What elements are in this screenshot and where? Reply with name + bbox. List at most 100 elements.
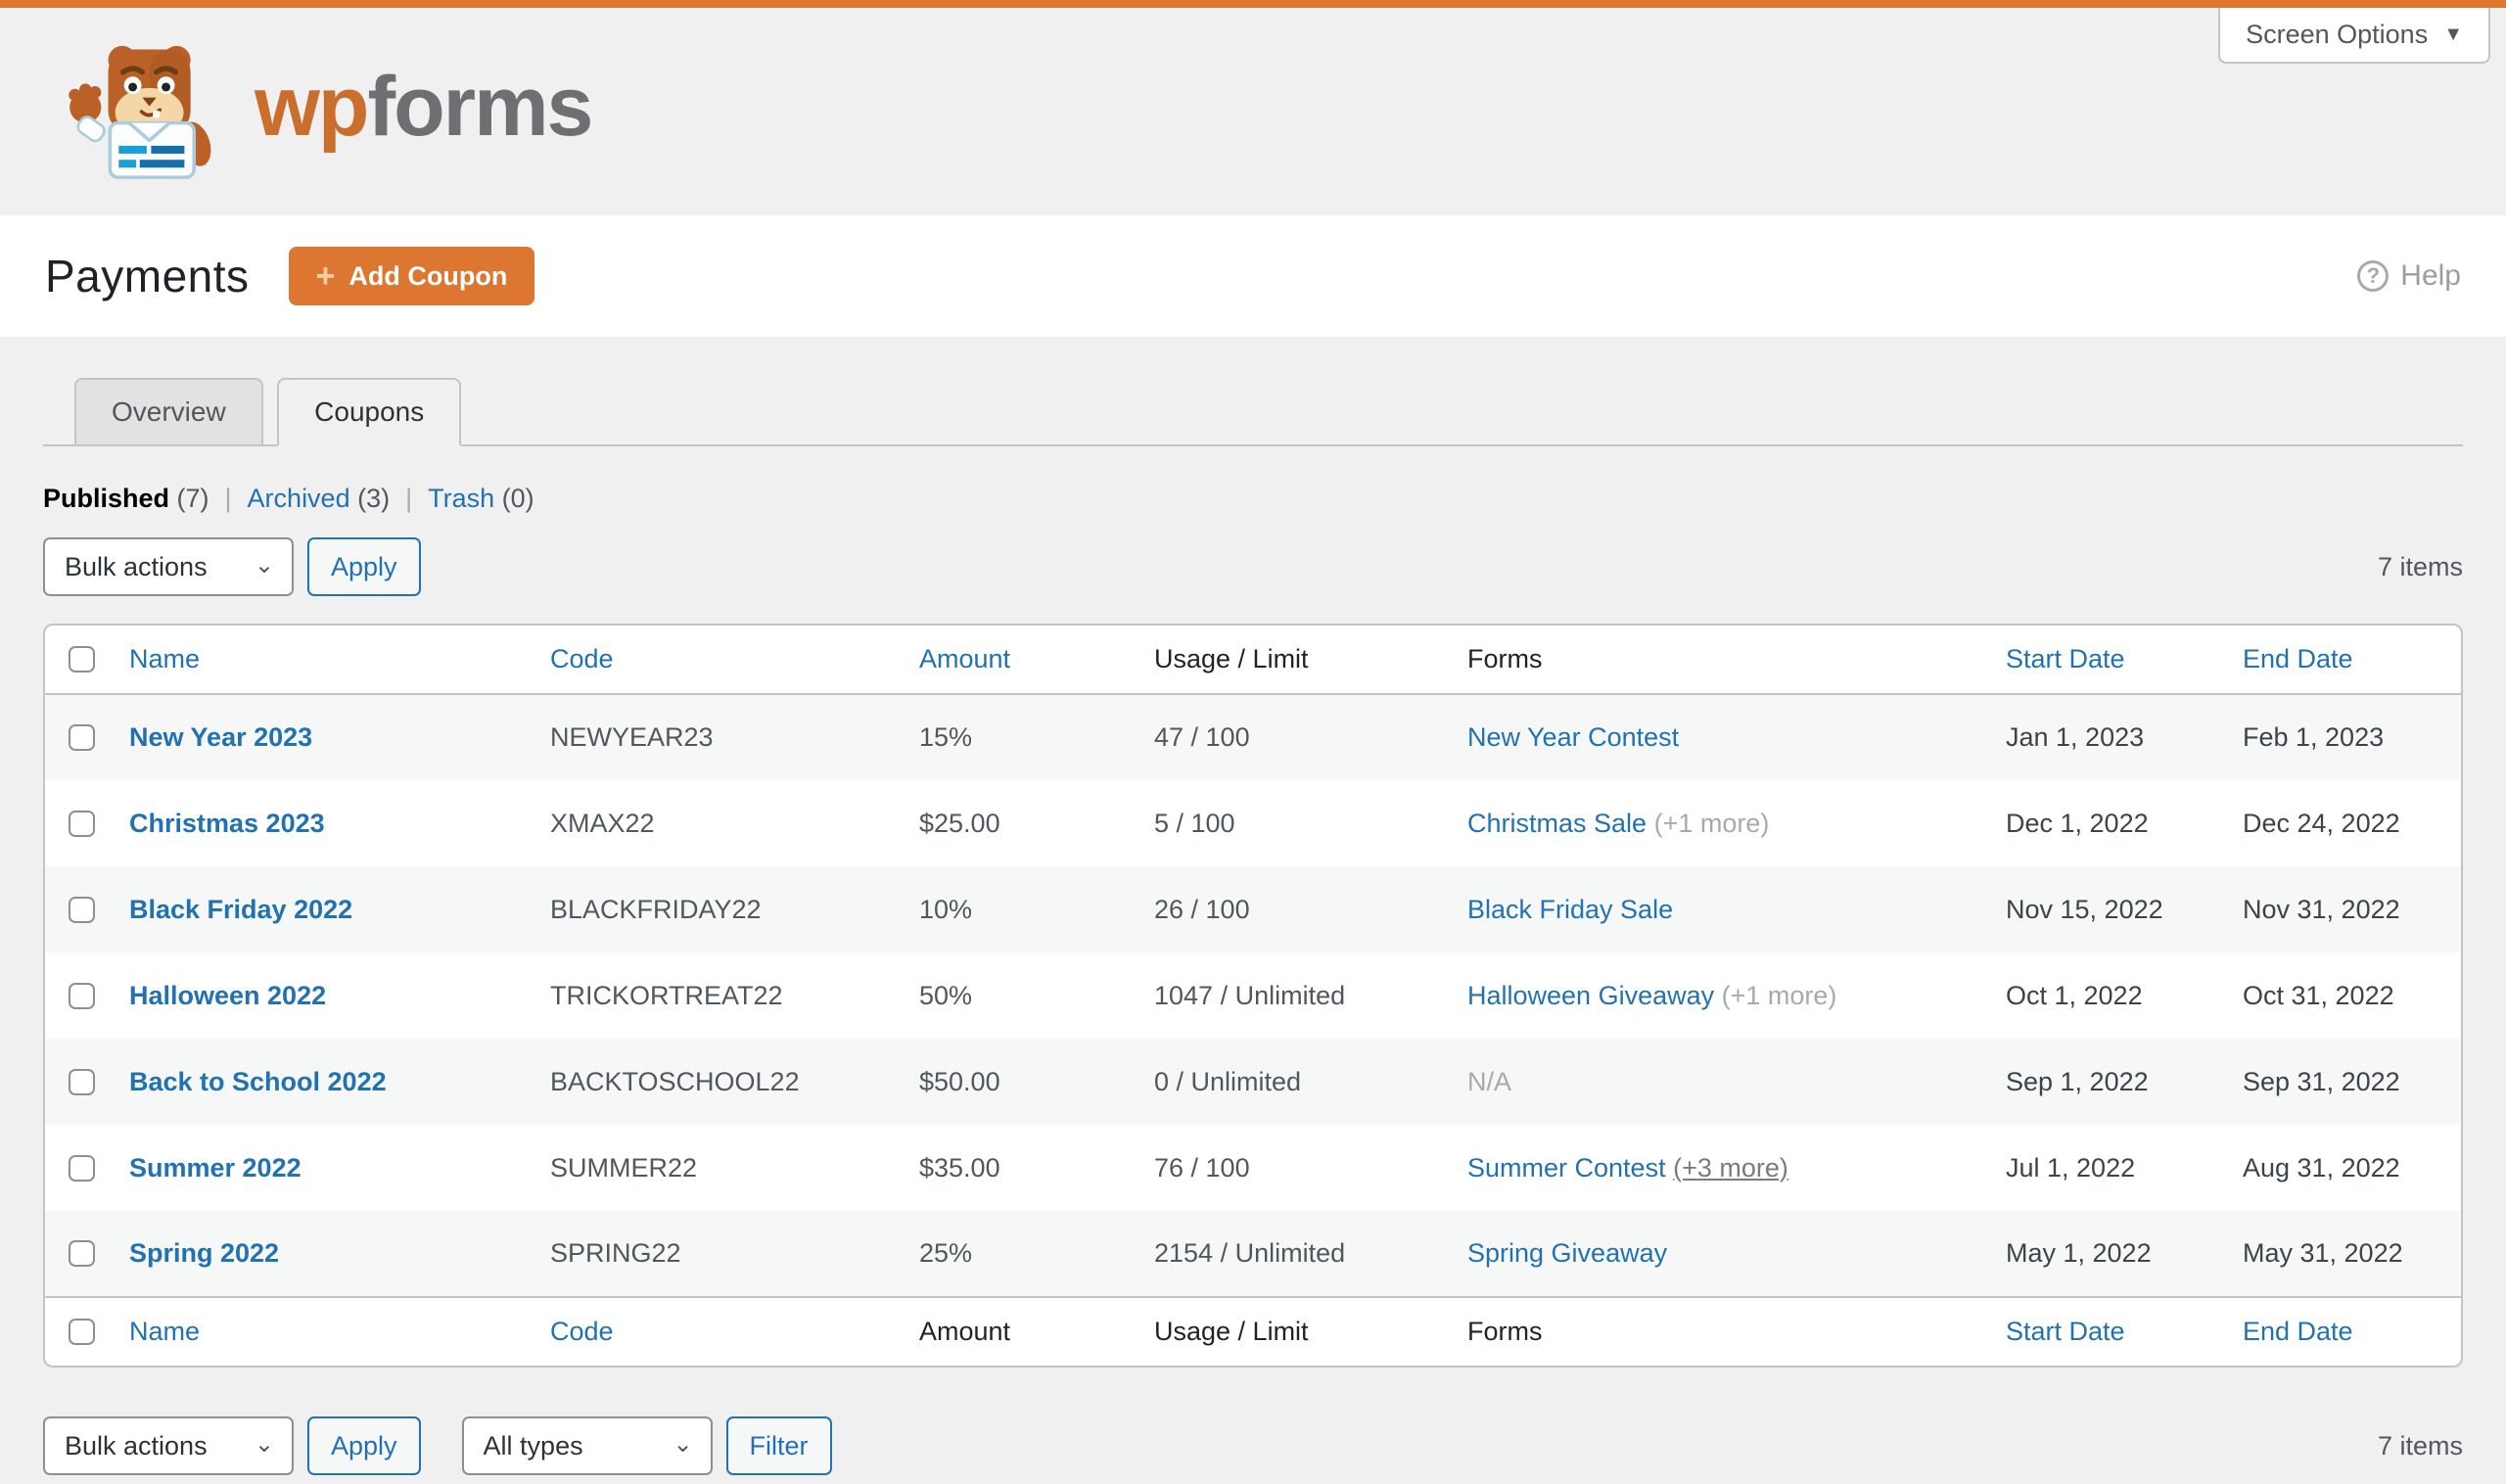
coupon-amount: $35.00 bbox=[919, 1152, 1000, 1183]
column-header-end-date[interactable]: End Date bbox=[2227, 626, 2461, 695]
row-checkbox[interactable] bbox=[69, 724, 95, 751]
filter-archived[interactable]: Archived bbox=[247, 484, 350, 513]
column-footer-forms: Forms bbox=[1452, 1296, 1990, 1366]
filter-separator: | bbox=[405, 484, 413, 513]
select-all-checkbox[interactable] bbox=[69, 646, 95, 672]
coupon-name-link[interactable]: Christmas 2023 bbox=[129, 808, 325, 838]
coupon-code: TRICKORTREAT22 bbox=[550, 980, 783, 1010]
column-header-forms: Forms bbox=[1452, 626, 1990, 695]
form-extra: (+1 more) bbox=[1721, 980, 1837, 1010]
form-link[interactable]: Summer Contest bbox=[1467, 1152, 1666, 1183]
coupon-name-link[interactable]: New Year 2023 bbox=[129, 722, 313, 752]
coupon-code: NEWYEAR23 bbox=[550, 722, 714, 752]
column-footer-end-date[interactable]: End Date bbox=[2227, 1296, 2461, 1366]
table-row: Summer 2022 SUMMER22 $35.00 76 / 100 Sum… bbox=[45, 1125, 2461, 1211]
column-header-amount[interactable]: Amount bbox=[904, 626, 1138, 695]
tabs-bar: Overview Coupons bbox=[43, 376, 2463, 446]
chevron-down-icon: ▼ bbox=[2443, 23, 2463, 45]
start-date: Jul 1, 2022 bbox=[2006, 1152, 2136, 1183]
coupon-name-link[interactable]: Spring 2022 bbox=[129, 1238, 280, 1268]
column-footer-usage: Usage / Limit bbox=[1138, 1296, 1452, 1366]
end-date: Oct 31, 2022 bbox=[2243, 980, 2394, 1010]
coupon-name-link[interactable]: Halloween 2022 bbox=[129, 980, 327, 1010]
table-row: Back to School 2022 BACKTOSCHOOL22 $50.0… bbox=[45, 1039, 2461, 1125]
coupon-code: SPRING22 bbox=[550, 1238, 681, 1268]
column-footer-start-date[interactable]: Start Date bbox=[1990, 1296, 2227, 1366]
coupon-code: XMAX22 bbox=[550, 808, 655, 838]
help-label: Help bbox=[2400, 259, 2461, 292]
brand-header: wpforms bbox=[0, 8, 2506, 215]
tab-overview[interactable]: Overview bbox=[74, 378, 263, 446]
column-footer-amount: Amount bbox=[904, 1296, 1138, 1366]
column-footer-code[interactable]: Code bbox=[534, 1296, 904, 1366]
form-na: N/A bbox=[1467, 1066, 1512, 1096]
coupon-amount: 15% bbox=[919, 722, 973, 752]
bulk-actions-select[interactable]: Bulk actions bbox=[43, 537, 294, 596]
row-checkbox[interactable] bbox=[69, 982, 95, 1009]
type-filter-select[interactable]: All types bbox=[461, 1416, 713, 1475]
form-link[interactable]: Black Friday Sale bbox=[1467, 894, 1674, 924]
start-date: May 1, 2022 bbox=[2006, 1238, 2152, 1268]
row-checkbox[interactable] bbox=[69, 1068, 95, 1095]
form-link[interactable]: New Year Contest bbox=[1467, 722, 1680, 752]
plus-icon: + bbox=[315, 257, 336, 295]
help-icon: ? bbox=[2357, 260, 2390, 292]
coupon-usage: 26 / 100 bbox=[1154, 894, 1250, 924]
coupons-table: Name Code Amount Usage / Limit Forms Sta… bbox=[43, 624, 2463, 1368]
filter-trash-count: (0) bbox=[501, 484, 534, 513]
filter-published-count: (7) bbox=[176, 484, 209, 513]
help-link[interactable]: ? Help bbox=[2357, 259, 2461, 293]
coupon-name-link[interactable]: Summer 2022 bbox=[129, 1152, 302, 1183]
column-header-start-date[interactable]: Start Date bbox=[1990, 626, 2227, 695]
coupon-usage: 5 / 100 bbox=[1154, 808, 1235, 838]
start-date: Dec 1, 2022 bbox=[2006, 808, 2149, 838]
filter-published[interactable]: Published bbox=[43, 484, 170, 513]
apply-button[interactable]: Apply bbox=[307, 1416, 421, 1475]
coupon-amount: $25.00 bbox=[919, 808, 1000, 838]
coupon-amount: $50.00 bbox=[919, 1066, 1000, 1096]
coupon-usage: 76 / 100 bbox=[1154, 1152, 1250, 1183]
coupon-usage: 47 / 100 bbox=[1154, 722, 1250, 752]
column-header-name[interactable]: Name bbox=[114, 626, 534, 695]
end-date: May 31, 2022 bbox=[2243, 1238, 2403, 1268]
form-link[interactable]: Christmas Sale bbox=[1467, 808, 1647, 838]
start-date: Sep 1, 2022 bbox=[2006, 1066, 2149, 1096]
table-row: New Year 2023 NEWYEAR23 15% 47 / 100 New… bbox=[45, 694, 2461, 780]
tab-coupons[interactable]: Coupons bbox=[277, 378, 462, 446]
row-checkbox[interactable] bbox=[69, 1154, 95, 1182]
filter-trash[interactable]: Trash bbox=[428, 484, 495, 513]
form-link[interactable]: Spring Giveaway bbox=[1467, 1238, 1668, 1268]
start-date: Oct 1, 2022 bbox=[2006, 980, 2143, 1010]
table-row: Christmas 2023 XMAX22 $25.00 5 / 100 Chr… bbox=[45, 780, 2461, 866]
table-row: Black Friday 2022 BLACKFRIDAY22 10% 26 /… bbox=[45, 866, 2461, 952]
coupon-usage: 0 / Unlimited bbox=[1154, 1066, 1302, 1096]
filter-button[interactable]: Filter bbox=[725, 1416, 832, 1475]
add-coupon-label: Add Coupon bbox=[348, 260, 508, 291]
column-footer-name[interactable]: Name bbox=[114, 1296, 534, 1366]
screen-options-label: Screen Options bbox=[2246, 20, 2429, 49]
form-extra-link[interactable]: (+3 more) bbox=[1673, 1152, 1788, 1183]
column-header-code[interactable]: Code bbox=[534, 626, 904, 695]
row-checkbox[interactable] bbox=[69, 896, 95, 923]
items-count: 7 items bbox=[2377, 551, 2463, 581]
form-link[interactable]: Halloween Giveaway bbox=[1467, 980, 1715, 1010]
coupon-name-link[interactable]: Black Friday 2022 bbox=[129, 894, 353, 924]
coupon-amount: 50% bbox=[919, 980, 973, 1010]
bulk-actions-select[interactable]: Bulk actions bbox=[43, 1416, 294, 1475]
coupon-amount: 25% bbox=[919, 1238, 973, 1268]
screen-options-button[interactable]: Screen Options ▼ bbox=[2218, 8, 2490, 64]
select-all-checkbox[interactable] bbox=[69, 1319, 95, 1345]
table-header-row: Name Code Amount Usage / Limit Forms Sta… bbox=[45, 626, 2461, 695]
bottom-toolbar: Bulk actions ⌄ Apply All types ⌄ Filter … bbox=[43, 1416, 2463, 1475]
row-checkbox[interactable] bbox=[69, 1240, 95, 1267]
add-coupon-button[interactable]: + Add Coupon bbox=[288, 247, 535, 305]
coupon-name-link[interactable]: Back to School 2022 bbox=[129, 1066, 387, 1096]
column-header-usage: Usage / Limit bbox=[1138, 626, 1452, 695]
coupon-code: SUMMER22 bbox=[550, 1152, 698, 1183]
brand-wp: wp bbox=[255, 60, 369, 154]
row-checkbox[interactable] bbox=[69, 810, 95, 837]
table-row: Halloween 2022 TRICKORTREAT22 50% 1047 /… bbox=[45, 952, 2461, 1039]
end-date: Aug 31, 2022 bbox=[2243, 1152, 2400, 1183]
start-date: Jan 1, 2023 bbox=[2006, 722, 2145, 752]
apply-button[interactable]: Apply bbox=[307, 537, 421, 596]
